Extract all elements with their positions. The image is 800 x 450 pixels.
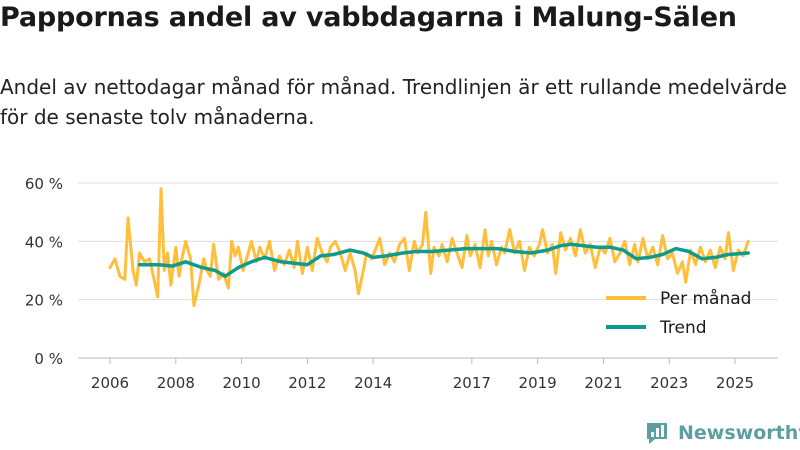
chart-title: Pappornas andel av vabbdagarna i Malung-… xyxy=(0,2,737,33)
x-tick-label: 2006 xyxy=(91,374,129,392)
newsworthy-logo-icon xyxy=(647,423,667,444)
x-tick-label: 2010 xyxy=(222,374,260,392)
chart-subtitle: Andel av nettodagar månad för månad. Tre… xyxy=(0,75,787,129)
x-tick-label: 2023 xyxy=(650,374,688,392)
y-tick-label: 0 % xyxy=(34,350,63,368)
x-tick-label: 2014 xyxy=(354,374,392,392)
series-lines xyxy=(108,187,750,307)
y-axis-labels: 0 % 20 % 40 % 60 % xyxy=(25,175,63,368)
x-tick-label: 2021 xyxy=(584,374,622,392)
legend-label: Per månad xyxy=(660,288,751,309)
legend: Per månad Trend xyxy=(606,288,751,338)
brand-logo: Newsworthy xyxy=(644,420,800,446)
x-tick-label: 2017 xyxy=(453,374,491,392)
y-tick-label: 20 % xyxy=(25,292,63,310)
series-line-per-manad xyxy=(108,187,750,307)
y-tick-label: 60 % xyxy=(25,175,63,193)
legend-label: Trend xyxy=(659,318,707,338)
x-axis: 2006 2008 2010 2012 2014 2017 2019 2021 2023 2025 xyxy=(91,358,754,392)
x-tick-label: 2025 xyxy=(716,374,754,392)
x-tick-label: 2012 xyxy=(288,374,326,392)
brand-name: Newsworthy xyxy=(678,422,800,444)
series-line-trend xyxy=(137,242,750,279)
line-chart: 0 % 20 % 40 % 60 % 2006 2008 2010 2012 2014 2017… xyxy=(25,175,778,392)
x-tick-label: 2019 xyxy=(519,374,557,392)
x-tick-label: 2008 xyxy=(157,374,195,392)
y-tick-label: 40 % xyxy=(25,233,63,251)
